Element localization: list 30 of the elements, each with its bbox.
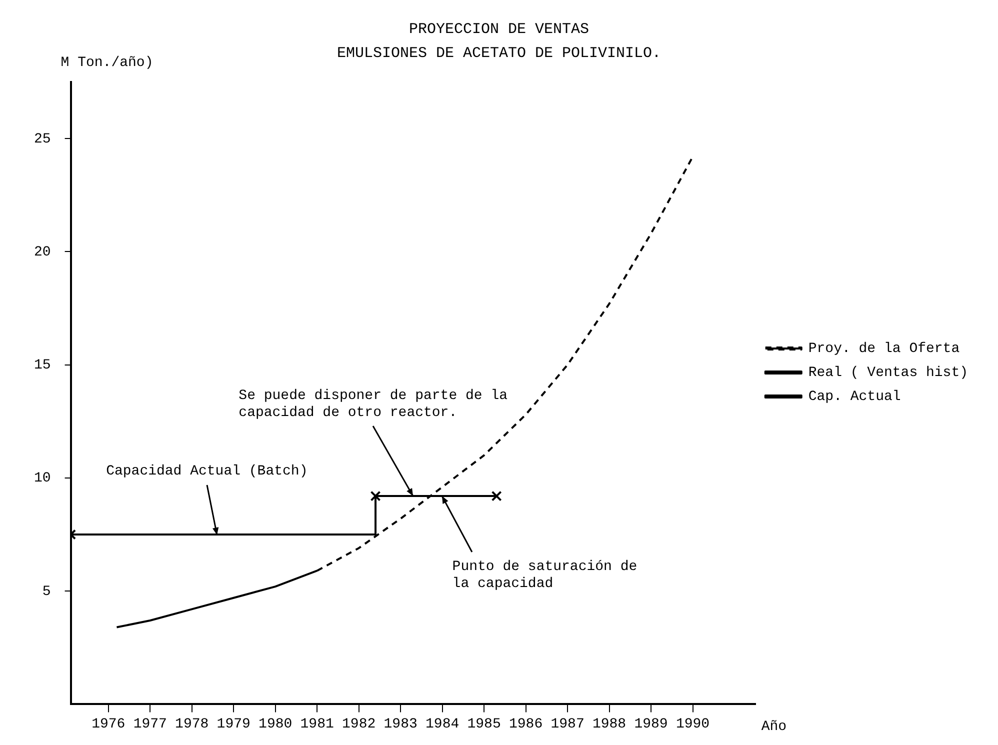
legend-label: Real ( Ventas hist) — [808, 365, 968, 382]
legend-label: Proy. de la Oferta — [808, 341, 960, 358]
y-tick-label: 20 — [34, 244, 51, 260]
chart-subtitle: EMULSIONES DE ACETATO DE POLIVINILO. — [336, 44, 662, 62]
y-tick-label: 15 — [34, 358, 51, 374]
x-tick-label: 1977 — [133, 716, 167, 732]
x-tick-label: 1987 — [550, 716, 584, 732]
y-axis-title: M Ton./año) — [60, 55, 154, 71]
x-tick-label: 1979 — [216, 716, 250, 732]
x-tick-label: 1980 — [258, 716, 292, 732]
x-tick-label: 1982 — [342, 716, 376, 732]
x-tick-label: 1978 — [175, 716, 209, 732]
y-tick-label: 25 — [34, 131, 51, 148]
x-tick-label: 1990 — [676, 716, 710, 732]
x-tick-label: 1985 — [467, 716, 501, 732]
x-tick-label: 1976 — [92, 716, 126, 732]
x-tick-label: 1988 — [592, 716, 626, 732]
x-tick-label: 1989 — [634, 716, 668, 732]
chart-title: PROYECCION DE VENTAS — [408, 20, 590, 38]
legend-label: Cap. Actual — [808, 389, 901, 406]
x-tick-label: 1986 — [508, 716, 543, 732]
y-tick-label: 5 — [42, 584, 51, 600]
x-tick-label: 1984 — [426, 716, 460, 732]
x-tick-label: 1981 — [300, 716, 334, 732]
annotation: Punto de saturación de la capacidad — [452, 559, 638, 592]
annotation: Capacidad Actual (Batch) — [106, 464, 308, 480]
x-tick-label: 1983 — [384, 716, 418, 732]
annotation: Se puede disponer de parte de la capacidad de otro reactor. — [238, 388, 508, 422]
y-tick-label: 10 — [34, 470, 51, 487]
x-axis-title: Año — [761, 719, 787, 736]
